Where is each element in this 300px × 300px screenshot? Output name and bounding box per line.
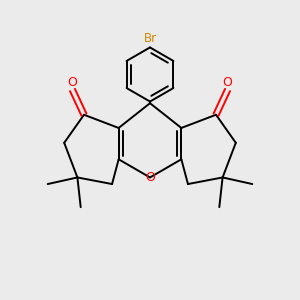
Text: O: O: [223, 76, 232, 88]
Text: Br: Br: [143, 32, 157, 45]
Text: O: O: [68, 76, 77, 88]
Text: O: O: [145, 171, 155, 184]
